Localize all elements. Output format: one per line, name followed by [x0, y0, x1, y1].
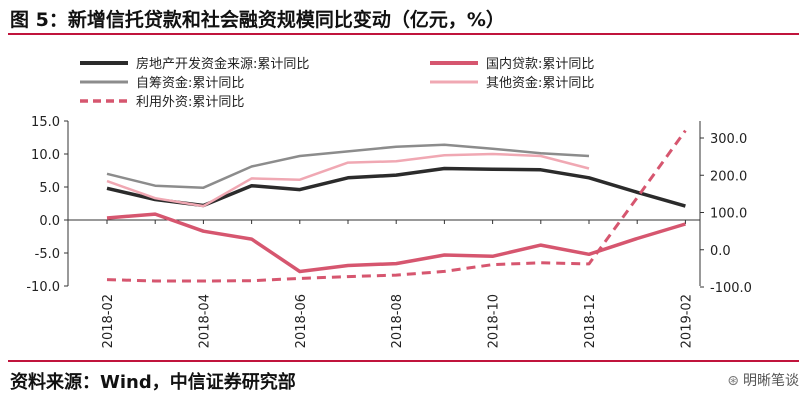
legend-label-2: 自筹资金:累计同比	[136, 75, 244, 91]
series-lines	[106, 129, 687, 283]
axes: 15.0 10.0 5.0 0.0 -5.0 -10.0 300.0 200.0 100.0 0.…	[26, 115, 752, 348]
x-tick-label: 2018-06	[294, 294, 309, 348]
left-tick-label: 10.0	[31, 148, 60, 163]
source-rule	[8, 360, 799, 362]
legend-label-4: 利用外资:累计同比	[136, 95, 244, 110]
x-tick-label: 2018-12	[583, 294, 598, 348]
right-tick-label: 200.0	[710, 169, 747, 184]
legend-label-3: 其他资金:累计同比	[486, 75, 594, 91]
x-tick-label: 2018-08	[390, 294, 405, 348]
x-tick-label: 2018-02	[101, 294, 116, 348]
series-line-1	[106, 212, 686, 274]
right-tick-label: 300.0	[710, 132, 747, 147]
left-tick-label: -5.0	[35, 247, 60, 262]
series-line-2	[107, 145, 685, 230]
series-line-3	[106, 152, 590, 208]
title-rule	[8, 33, 799, 35]
legend-label-1: 国内贷款:累计同比	[486, 56, 594, 72]
watermark-text: 明晰笔谈	[743, 373, 799, 389]
left-tick-label: 5.0	[39, 181, 60, 196]
wechat-icon: ⊛	[727, 373, 739, 389]
watermark: ⊛ 明晰笔谈	[727, 370, 799, 390]
right-tick-label: -100.0	[710, 281, 752, 296]
right-tick-label: 0.0	[710, 244, 731, 259]
series-line-4	[106, 129, 687, 283]
left-tick-label: 15.0	[31, 115, 60, 130]
right-tick-label: 100.0	[710, 207, 747, 222]
x-tick-label: 2018-10	[487, 294, 502, 348]
left-tick-label: -10.0	[26, 280, 60, 295]
left-tick-label: 0.0	[39, 214, 60, 229]
x-tick-label: 2019-02	[679, 294, 694, 348]
chart-title: 图 5：新增信托贷款和社会融资规模同比变动（亿元，%）	[10, 9, 505, 31]
x-tick-label: 2018-04	[197, 294, 212, 348]
legend-label-0: 房地产开发资金来源:累计同比	[136, 56, 309, 72]
source-note: 资料来源：Wind，中信证券研究部	[10, 372, 296, 393]
